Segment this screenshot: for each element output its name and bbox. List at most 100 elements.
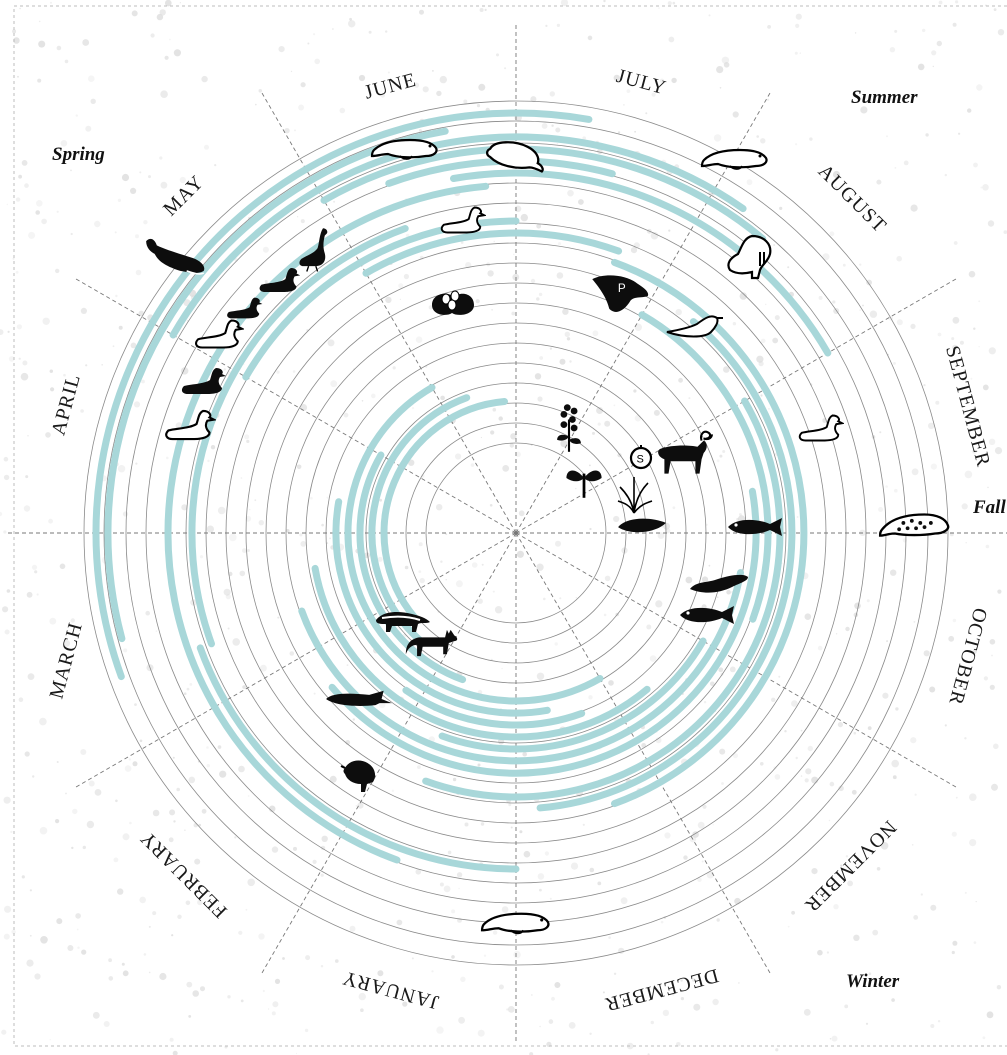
speckle-dot xyxy=(396,919,403,926)
speckle-dot xyxy=(179,176,186,184)
speckle-dot xyxy=(254,499,257,502)
speckle-dot xyxy=(851,789,857,795)
speckle-dot xyxy=(11,929,16,934)
speckle-dot xyxy=(81,150,84,153)
outer-dashed-frame xyxy=(13,5,1007,1047)
speckle-dot xyxy=(171,934,174,937)
speckle-dot xyxy=(199,555,204,559)
speckle-dot xyxy=(787,925,790,928)
speckle-dot xyxy=(937,332,942,337)
speckle-dot xyxy=(732,111,739,118)
speckle-dot xyxy=(123,648,128,653)
speckle-dot xyxy=(889,47,896,53)
speckle-dot xyxy=(613,404,616,407)
speckle-dot xyxy=(982,1036,986,1040)
speckle-dot xyxy=(559,597,562,600)
speckle-dot xyxy=(491,309,493,311)
speckle-dot xyxy=(129,821,132,825)
speckle-dot xyxy=(299,533,303,537)
speckle-dot xyxy=(166,456,169,460)
speckle-dot xyxy=(582,823,585,826)
speckle-dot xyxy=(496,53,499,57)
speckle-dot xyxy=(719,454,723,458)
speckle-dot xyxy=(139,739,143,743)
speckle-dot xyxy=(169,38,171,41)
speckle-dot xyxy=(492,930,498,935)
speckle-dot xyxy=(271,1011,276,1016)
speckle-dot xyxy=(242,685,246,689)
speckle-dot xyxy=(298,104,305,111)
speckle-dot xyxy=(925,133,929,137)
spotted-duck-icon xyxy=(195,319,243,349)
speckle-dot xyxy=(973,327,976,330)
speckle-dot xyxy=(307,42,310,45)
speckle-dot xyxy=(378,701,386,709)
speckle-dot xyxy=(440,560,443,563)
speckle-dot xyxy=(784,730,787,733)
speckle-dot xyxy=(479,8,484,12)
month-label-march: MARCH xyxy=(45,620,87,701)
speckle-dot xyxy=(507,1006,515,1013)
speckle-dot xyxy=(65,792,67,795)
speckle-dot xyxy=(630,247,638,254)
speckle-dot xyxy=(716,66,724,74)
speckle-dot xyxy=(456,872,463,878)
speckle-dot xyxy=(587,35,593,41)
month-label-july: JULY xyxy=(614,65,669,99)
speckle-dot xyxy=(971,449,977,454)
speckle-dot xyxy=(296,464,302,470)
speckle-dot xyxy=(551,996,555,1001)
speckle-dot xyxy=(112,345,115,348)
speckle-dot xyxy=(896,255,902,262)
bird-eggs-icon xyxy=(431,290,475,316)
speckle-dot xyxy=(24,183,29,188)
speckle-dot xyxy=(894,488,898,493)
speckle-dot xyxy=(300,82,306,88)
speckle-dot xyxy=(923,650,930,657)
speckle-dot xyxy=(702,804,707,809)
month-divider-spoke xyxy=(515,532,772,975)
speckle-dot xyxy=(12,29,17,34)
speckle-dot xyxy=(575,597,577,599)
speckle-dot xyxy=(49,1039,51,1041)
calendar-ring xyxy=(425,442,607,624)
speckle-dot xyxy=(447,850,452,855)
speckle-dot xyxy=(229,533,237,542)
speckle-dot xyxy=(655,600,663,608)
speckle-dot xyxy=(88,75,95,82)
speckle-dot xyxy=(530,278,536,284)
speckle-dot xyxy=(951,831,957,837)
speckle-dot xyxy=(27,434,29,437)
speckle-dot xyxy=(840,864,843,867)
speckle-dot xyxy=(891,759,899,768)
speckle-dot xyxy=(651,92,656,97)
speckle-dot xyxy=(544,851,550,856)
speckle-dot xyxy=(1003,230,1007,234)
speckle-dot xyxy=(238,930,243,935)
speckle-dot xyxy=(371,393,376,399)
speckle-dot xyxy=(18,174,22,179)
speckle-dot xyxy=(210,445,216,450)
speckle-dot xyxy=(910,737,917,744)
speckle-dot xyxy=(660,920,664,924)
speckle-dot xyxy=(671,77,677,84)
speckle-dot xyxy=(853,612,859,618)
speckle-dot xyxy=(948,635,955,642)
speckle-dot xyxy=(536,563,544,571)
speckle-dot xyxy=(232,638,240,646)
speckle-dot xyxy=(10,830,13,834)
speckle-dot xyxy=(94,220,101,228)
speckle-dot xyxy=(445,579,447,581)
speckle-dot xyxy=(440,395,445,401)
speckle-dot xyxy=(653,409,660,416)
speckle-dot xyxy=(138,310,144,316)
speckle-dot xyxy=(987,486,989,489)
speckle-dot xyxy=(3,474,10,481)
speckle-dot xyxy=(92,1011,100,1019)
speckle-dot xyxy=(541,123,548,129)
speckle-dot xyxy=(903,160,909,166)
speckle-dot xyxy=(964,737,967,740)
speckle-dot xyxy=(28,231,36,239)
speckle-dot xyxy=(723,62,730,68)
